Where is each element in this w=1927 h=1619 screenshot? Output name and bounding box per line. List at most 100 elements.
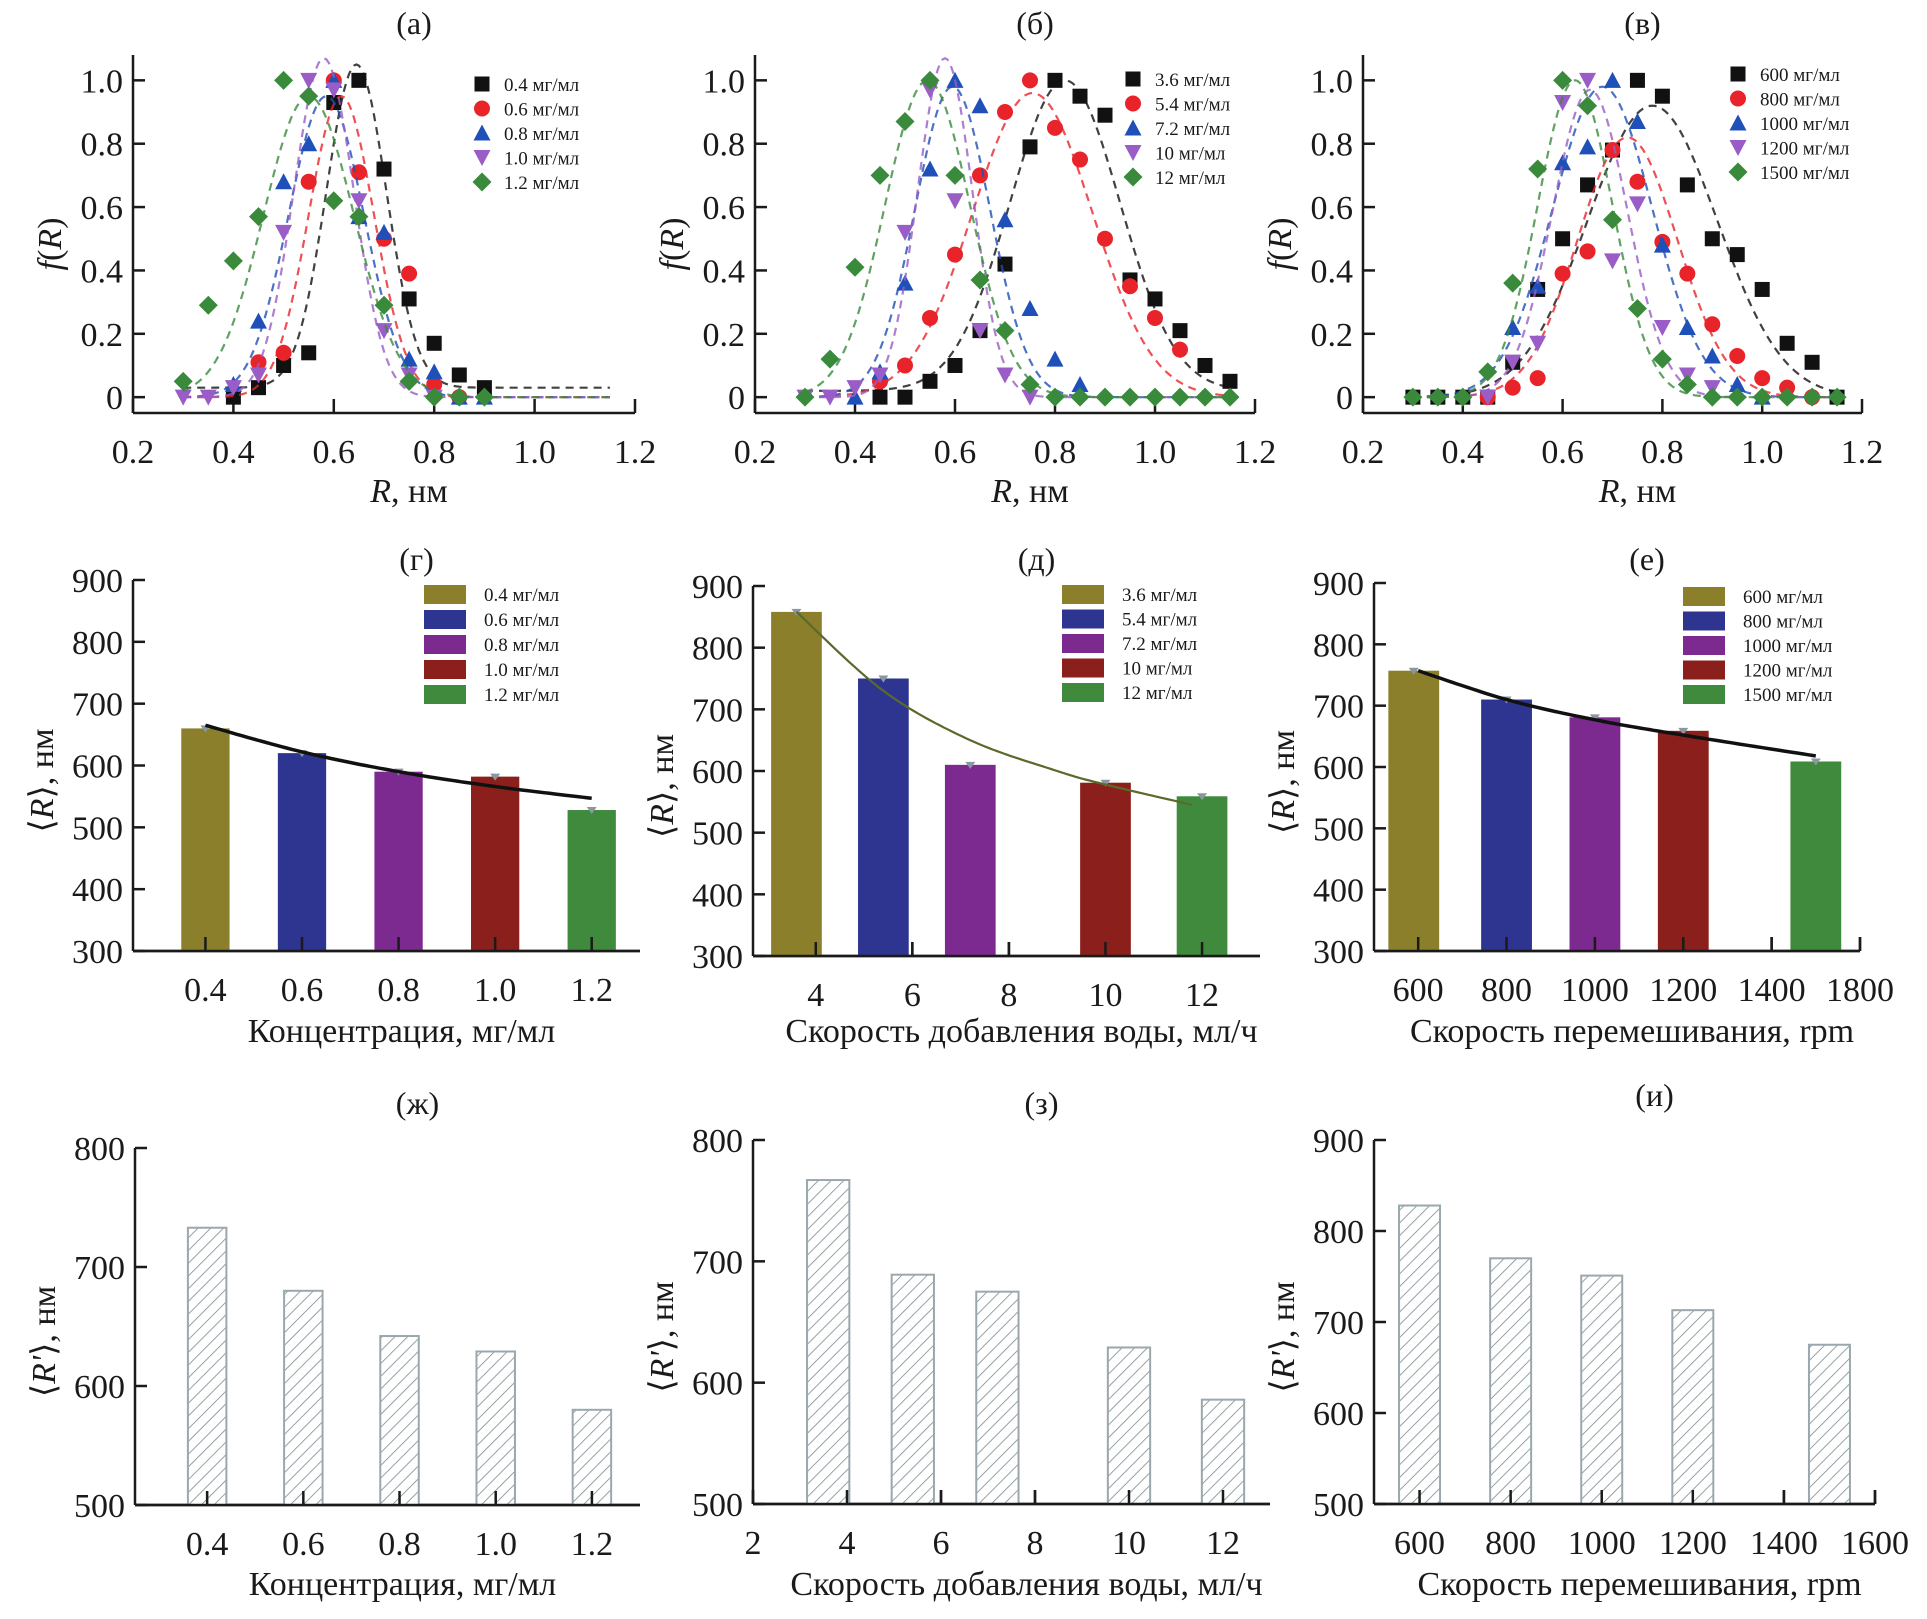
legend-swatch [424, 660, 466, 679]
data-point [324, 191, 344, 211]
data-point [1503, 273, 1523, 293]
y-tick-label: 1.0 [1311, 63, 1354, 100]
data-point [845, 257, 865, 277]
x-tick-label: 1600 [1841, 1525, 1909, 1562]
y-axis-title-open: ⟨ [24, 819, 61, 832]
legend-label: 600 мг/мл [1743, 587, 1823, 608]
y-axis-title-close: ⟩ [24, 785, 61, 798]
x-tick-label: 600 [1393, 972, 1444, 1009]
x-tick-label: 1.2 [614, 434, 657, 471]
data-point [474, 387, 494, 407]
y-tick-label: 0.8 [1311, 127, 1354, 164]
x-tick-label: 6 [904, 977, 921, 1014]
data-point [1022, 139, 1038, 155]
y-tick-label: 500 [72, 810, 123, 847]
bar [771, 611, 822, 956]
data-point [375, 323, 393, 340]
y-tick-label: 600 [1313, 750, 1364, 787]
x-axis-title-R: R [1598, 473, 1620, 510]
bar [1580, 1274, 1624, 1505]
data-point [1071, 375, 1089, 392]
x-tick-label: 0.6 [313, 434, 356, 471]
legend-label: 0.6 мг/мл [484, 610, 560, 631]
data-point [947, 357, 963, 373]
series-2 [1412, 71, 1837, 405]
data-point [995, 321, 1015, 341]
y-tick-label: 0.6 [1311, 190, 1354, 227]
data-point [449, 387, 469, 407]
data-point [1045, 387, 1065, 407]
data-point [374, 295, 394, 315]
legend-label: 12 мг/мл [1122, 683, 1193, 704]
y-axis-title-unit: , нм [1265, 730, 1302, 787]
data-point [1147, 309, 1163, 326]
data-point [401, 291, 417, 307]
data-point [1554, 265, 1571, 282]
data-point [425, 363, 443, 380]
panel-title: (е) [1629, 541, 1665, 577]
data-point [250, 312, 267, 329]
panel-title: (а) [396, 5, 432, 41]
y-axis-title-unit: , нм [1265, 1281, 1302, 1338]
legend-label: 1.2 мг/мл [484, 685, 560, 706]
x-tick-label: 0.4 [834, 434, 877, 471]
legend-label: 1.0 мг/мл [484, 660, 560, 681]
bar [1176, 796, 1228, 956]
data-point [1022, 72, 1038, 89]
panel-g: 500 600 700 800 0.4 0.6 0.8 1.0 1.2 (ж) ⟨R'⟩, нм Ко… [26, 1085, 640, 1603]
y-tick-label: 500 [1313, 811, 1364, 848]
data-point [1579, 243, 1596, 260]
y-axis-title-R: R [24, 798, 61, 820]
x-tick-label: 1000 [1561, 972, 1629, 1009]
x-tick-label: 6 [933, 1525, 950, 1562]
data-point [1097, 230, 1113, 247]
bar [1790, 761, 1842, 951]
y-tick-label: 0.8 [81, 127, 124, 164]
data-point [921, 82, 939, 99]
fit-curve [204, 723, 592, 801]
data-point [1802, 387, 1822, 407]
data-point [251, 380, 266, 396]
fit-curve [1417, 669, 1817, 758]
y-axis-title-paren-open: ( [654, 250, 691, 261]
fit-curve [1412, 88, 1837, 399]
x-axis-title: Концентрация, мг/мл [248, 1013, 555, 1050]
data-point [945, 165, 965, 185]
legend-marker [474, 76, 490, 92]
bar [1080, 782, 1131, 956]
data-point [1478, 362, 1498, 382]
data-point [1172, 323, 1188, 339]
data-point [946, 193, 964, 210]
x-tick-label: 0.6 [281, 972, 324, 1009]
panel-c: 0 0.2 0.4 0.6 0.8 1.0 0.2 0.4 0.6 0.8 1.0 1.2 (в) f(R… [1262, 5, 1883, 510]
data-point [1578, 96, 1598, 116]
data-point [1754, 281, 1770, 297]
bar [277, 753, 327, 951]
y-tick-label: 600 [74, 1369, 125, 1406]
data-point [1628, 196, 1646, 213]
y-tick-label: 700 [692, 1244, 743, 1281]
y-axis-title: ⟨R'⟩, нм [644, 1281, 681, 1392]
y-axis-title-R: R [32, 229, 69, 251]
y-axis-title-close: ⟩ [1265, 1338, 1302, 1351]
y-axis-title: ⟨R⟩, нм [644, 734, 681, 838]
error-marker [1810, 758, 1821, 766]
x-tick-label: 1.0 [1134, 434, 1177, 471]
x-tick-label: 0.4 [186, 1526, 229, 1563]
panel-title: (и) [1635, 1077, 1673, 1113]
data-point [997, 104, 1013, 121]
data-point [401, 265, 418, 282]
data-point [300, 173, 317, 190]
error-marker [586, 807, 597, 815]
data-point [1779, 379, 1796, 396]
panel-f: 300 400 500 600 700 800 900 600 800 1000 1200 1400 1… [1265, 541, 1894, 1050]
y-tick-label: 500 [1313, 1487, 1364, 1524]
legend-marker [1730, 90, 1746, 107]
series-2 [183, 71, 610, 405]
y-tick-label: 500 [692, 816, 743, 853]
data-point [1728, 375, 1746, 392]
panel-title: (з) [1025, 1085, 1059, 1121]
x-tick-label: 4 [807, 977, 824, 1014]
legend-swatch [1683, 636, 1725, 655]
bar [181, 728, 230, 951]
